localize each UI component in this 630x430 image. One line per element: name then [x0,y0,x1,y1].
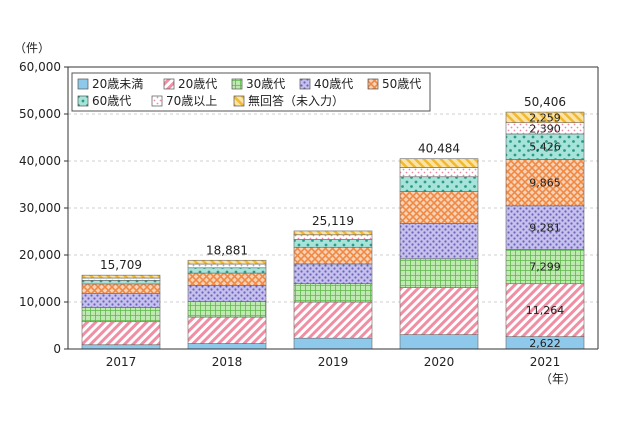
y-tick-label: 10,000 [19,295,61,309]
x-tick-label: 2019 [318,355,349,369]
bar-segment [293,283,373,303]
bar-segment [399,176,479,192]
y-tick-label: 20,000 [19,248,61,262]
bar-value-label: 7,299 [529,261,561,274]
legend-label: 20歳代 [178,77,217,91]
bar-segment [187,343,267,350]
bar-segment [81,293,161,308]
bar-segment [293,301,373,339]
y-tick-label: 40,000 [19,154,61,168]
bar-segment [187,285,267,302]
bar-segment [399,167,479,178]
bar-segment [293,337,373,350]
bar-value-label: 5,426 [529,141,561,154]
legend-label: 60歳代 [92,94,131,108]
bar-segment [399,223,479,260]
legend-label: 20歳未満 [92,77,143,91]
bar-segment [399,287,479,335]
x-tick-label: 2017 [106,355,137,369]
bar-value-label: 9,865 [529,177,561,190]
bar-segment [81,280,161,285]
bar-total-label: 40,484 [418,142,460,156]
legend-swatch [231,78,243,90]
bar-segment [81,277,161,281]
bar-segment [187,263,267,269]
bar-segment [187,301,267,318]
bar-total-label: 15,709 [100,258,142,272]
bar-segment [293,239,373,248]
bar-segment [81,307,161,323]
y-unit-label: （件） [14,41,50,55]
bar-value-label: 2,259 [529,111,561,124]
legend-swatch [233,95,245,107]
legend-swatch [77,78,89,90]
x-unit-label: （年） [540,372,576,386]
bar-segment [187,316,267,344]
y-tick-label: 0 [53,342,61,356]
legend-label: 70歳以上 [166,94,217,108]
bar-segment [81,321,161,346]
legend-swatch [299,78,311,90]
bar-segment [505,111,585,124]
legend-swatch [151,95,163,107]
bar-segment [399,191,479,224]
legend-swatch [77,95,89,107]
bar-segment [81,274,161,279]
x-tick-label: 2021 [530,355,561,369]
bar-segment [81,344,161,350]
bar-value-label: 2,622 [529,337,561,350]
x-tick-label: 2018 [212,355,243,369]
bar-value-label: 2,390 [529,122,561,135]
y-tick-label: 50,000 [19,107,61,121]
bar-segment [187,267,267,274]
bar-segment [293,246,373,265]
y-tick-label: 30,000 [19,201,61,215]
bar-total-label: 18,881 [206,243,248,257]
bar-segment [399,158,479,168]
bar-segment [187,259,267,265]
bar-segment [81,283,161,294]
legend-label: 30歳代 [246,77,285,91]
bar-segment [293,263,373,284]
legend: 20歳未満 20歳代 30歳代 40歳代 50歳代 60歳代 70歳以上 無回答（未入力） [71,72,431,112]
legend-label: 40歳代 [314,77,353,91]
bar-segment [505,249,585,285]
bar-segment [505,283,585,337]
bar-value-label: 11,264 [526,304,565,317]
bars: 15,709 18,881 25,119 40,484 2,622 11,264 7,299… [81,95,585,350]
legend-swatch [367,78,379,90]
axes: 0 10,000 20,000 30,000 40,000 50,000 60,000 201… [19,60,599,369]
bar-value-label: 9,281 [529,222,561,235]
x-tick-label: 2020 [424,355,455,369]
bar-segment [187,272,267,286]
bar-segment [399,334,479,350]
bar-segment [293,234,373,240]
legend-label: 50歳代 [382,77,421,91]
bar-total-label: 50,406 [524,95,566,109]
bar-total-label: 25,119 [312,214,354,228]
y-tick-label: 60,000 [19,60,61,74]
legend-label: 無回答（未入力） [248,93,344,108]
bar-segment [399,258,479,288]
legend-swatch [163,78,175,90]
bar-segment [293,230,373,236]
